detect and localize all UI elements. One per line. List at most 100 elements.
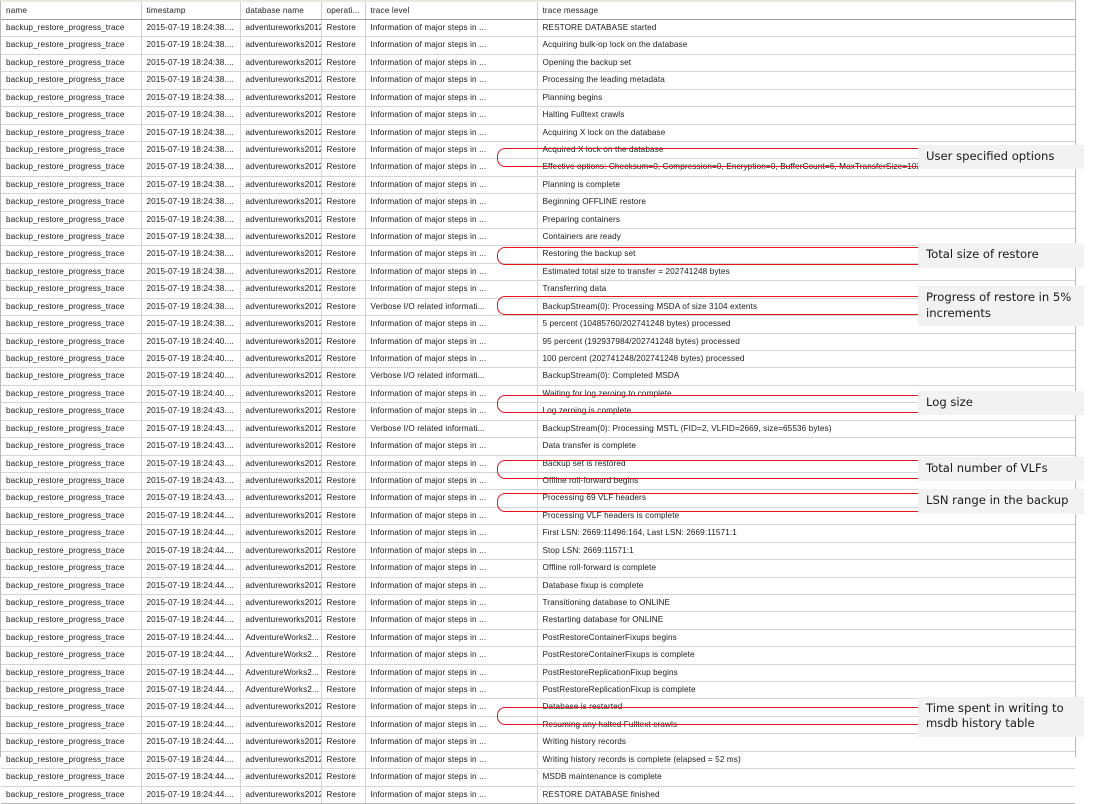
cell-name: backup_restore_progress_trace <box>1 611 142 630</box>
table-row[interactable]: backup_restore_progress_trace 2015-07-19 … <box>1 768 1075 787</box>
table-row[interactable]: backup_restore_progress_trace 2015-07-19 … <box>1 176 1075 195</box>
cell-name: backup_restore_progress_trace <box>1 54 142 73</box>
table-row[interactable]: backup_restore_progress_trace 2015-07-19 … <box>1 437 1075 456</box>
table-row[interactable]: backup_restore_progress_trace 2015-07-19 … <box>1 19 1075 38</box>
table-row[interactable]: backup_restore_progress_trace 2015-07-19 … <box>1 455 1075 473</box>
table-row[interactable]: backup_restore_progress_trace 2015-07-19 … <box>1 489 1075 508</box>
table-row[interactable]: backup_restore_progress_trace 2015-07-19 … <box>1 751 1075 770</box>
cell-lvl: Information of major steps in ... <box>365 176 538 195</box>
table-row[interactable]: backup_restore_progress_trace 2015-07-19 … <box>1 594 1075 613</box>
cell-op: Restore <box>321 768 366 787</box>
cell-lvl: Information of major steps in ... <box>365 611 538 630</box>
table-row[interactable]: backup_restore_progress_trace 2015-07-19 … <box>1 298 1075 317</box>
table-row[interactable]: backup_restore_progress_trace 2015-07-19 … <box>1 472 1075 491</box>
table-row[interactable]: backup_restore_progress_trace 2015-07-19 … <box>1 681 1075 700</box>
table-row[interactable]: backup_restore_progress_trace 2015-07-19 … <box>1 245 1075 264</box>
cell-name: backup_restore_progress_trace <box>1 106 142 125</box>
cell-db: adventureworks2012 <box>240 437 322 456</box>
table-row[interactable]: backup_restore_progress_trace 2015-07-19 … <box>1 280 1075 299</box>
table-row[interactable]: backup_restore_progress_trace 2015-07-19 … <box>1 542 1075 561</box>
cell-lvl: Information of major steps in ... <box>365 89 538 108</box>
column-header-database-name[interactable]: database name <box>240 2 322 20</box>
cell-lvl: Information of major steps in ... <box>365 315 538 334</box>
cell-name: backup_restore_progress_trace <box>1 71 142 90</box>
table-row[interactable]: backup_restore_progress_trace 2015-07-19 … <box>1 89 1075 108</box>
header-row: name timestamp database name operati... … <box>1 2 1075 20</box>
cell-msg: PostRestoreContainerFixups begins <box>537 629 1075 648</box>
column-header-operation[interactable]: operati... <box>321 2 366 20</box>
cell-op: Restore <box>321 350 366 369</box>
table-row[interactable]: backup_restore_progress_trace 2015-07-19 … <box>1 664 1075 683</box>
table-row[interactable]: backup_restore_progress_trace 2015-07-19 … <box>1 629 1075 648</box>
table-row[interactable]: backup_restore_progress_trace 2015-07-19 … <box>1 158 1075 177</box>
cell-ts: 2015-07-19 18:24:44.... <box>141 733 241 752</box>
cell-op: Restore <box>321 681 366 700</box>
cell-op: Restore <box>321 193 366 212</box>
table-row[interactable]: backup_restore_progress_trace 2015-07-19 … <box>1 193 1075 212</box>
cell-lvl: Information of major steps in ... <box>365 664 538 683</box>
cell-msg: Planning is complete <box>537 176 1075 195</box>
table-row[interactable]: backup_restore_progress_trace 2015-07-19 … <box>1 698 1075 717</box>
table-row[interactable]: backup_restore_progress_trace 2015-07-19 … <box>1 71 1075 90</box>
table-row[interactable]: backup_restore_progress_trace 2015-07-19 … <box>1 646 1075 665</box>
cell-op: Restore <box>321 577 366 595</box>
cell-op: Restore <box>321 245 366 264</box>
table-row[interactable]: backup_restore_progress_trace 2015-07-19 … <box>1 611 1075 630</box>
table-row[interactable]: backup_restore_progress_trace 2015-07-19 … <box>1 106 1075 125</box>
cell-name: backup_restore_progress_trace <box>1 507 142 526</box>
cell-ts: 2015-07-19 18:24:40.... <box>141 367 241 386</box>
cell-ts: 2015-07-19 18:24:38.... <box>141 158 241 177</box>
cell-msg: Preparing containers <box>537 211 1075 230</box>
cell-msg: Database fixup is complete <box>537 577 1075 595</box>
annotation-label: Log size <box>918 390 1084 416</box>
table-body: backup_restore_progress_trace 2015-07-19 … <box>1 19 1075 804</box>
table-row[interactable]: backup_restore_progress_trace 2015-07-19 … <box>1 733 1075 752</box>
cell-name: backup_restore_progress_trace <box>1 245 142 264</box>
table-row[interactable]: backup_restore_progress_trace 2015-07-19 … <box>1 36 1075 55</box>
cell-ts: 2015-07-19 18:24:38.... <box>141 315 241 334</box>
cell-lvl: Information of major steps in ... <box>365 245 538 264</box>
table-row[interactable]: backup_restore_progress_trace 2015-07-19 … <box>1 420 1075 439</box>
table-row[interactable]: backup_restore_progress_trace 2015-07-19 … <box>1 263 1075 282</box>
cell-name: backup_restore_progress_trace <box>1 193 142 212</box>
column-header-trace-level[interactable]: trace level <box>365 2 538 20</box>
table-row[interactable]: backup_restore_progress_trace 2015-07-19 … <box>1 228 1075 247</box>
cell-db: adventureworks2012 <box>240 54 322 73</box>
cell-db: adventureworks2012 <box>240 716 322 735</box>
cell-lvl: Information of major steps in ... <box>365 106 538 125</box>
table-row[interactable]: backup_restore_progress_trace 2015-07-19 … <box>1 124 1075 142</box>
cell-op: Restore <box>321 280 366 299</box>
cell-ts: 2015-07-19 18:24:38.... <box>141 298 241 317</box>
column-header-timestamp[interactable]: timestamp <box>141 2 241 20</box>
table-row[interactable]: backup_restore_progress_trace 2015-07-19 … <box>1 367 1075 386</box>
cell-db: adventureworks2012 <box>240 611 322 630</box>
cell-ts: 2015-07-19 18:24:44.... <box>141 698 241 717</box>
cell-name: backup_restore_progress_trace <box>1 629 142 648</box>
cell-op: Restore <box>321 786 366 804</box>
table-row[interactable]: backup_restore_progress_trace 2015-07-19 … <box>1 333 1075 352</box>
cell-db: adventureworks2012 <box>240 106 322 125</box>
table-row[interactable]: backup_restore_progress_trace 2015-07-19 … <box>1 54 1075 73</box>
cell-op: Restore <box>321 176 366 195</box>
table-row[interactable]: backup_restore_progress_trace 2015-07-19 … <box>1 716 1075 735</box>
table-row[interactable]: backup_restore_progress_trace 2015-07-19 … <box>1 385 1075 404</box>
cell-db: adventureworks2012 <box>240 751 322 770</box>
table-row[interactable]: backup_restore_progress_trace 2015-07-19 … <box>1 141 1075 160</box>
cell-ts: 2015-07-19 18:24:44.... <box>141 768 241 787</box>
table-row[interactable]: backup_restore_progress_trace 2015-07-19 … <box>1 786 1075 804</box>
table-row[interactable]: backup_restore_progress_trace 2015-07-19 … <box>1 402 1075 421</box>
cell-ts: 2015-07-19 18:24:38.... <box>141 245 241 264</box>
column-header-name[interactable]: name <box>1 2 142 20</box>
annotation-label: LSN range in the backup <box>918 489 1084 514</box>
table-row[interactable]: backup_restore_progress_trace 2015-07-19 … <box>1 211 1075 230</box>
table-row[interactable]: backup_restore_progress_trace 2015-07-19 … <box>1 507 1075 526</box>
table-row[interactable]: backup_restore_progress_trace 2015-07-19 … <box>1 315 1075 334</box>
column-header-trace-message[interactable]: trace message <box>537 2 1075 20</box>
table-row[interactable]: backup_restore_progress_trace 2015-07-19 … <box>1 350 1075 369</box>
table-row[interactable]: backup_restore_progress_trace 2015-07-19 … <box>1 524 1075 543</box>
cell-name: backup_restore_progress_trace <box>1 594 142 613</box>
table-row[interactable]: backup_restore_progress_trace 2015-07-19 … <box>1 577 1075 595</box>
table-row[interactable]: backup_restore_progress_trace 2015-07-19 … <box>1 559 1075 578</box>
cell-msg: Acquiring bulk-op lock on the database <box>537 36 1075 55</box>
